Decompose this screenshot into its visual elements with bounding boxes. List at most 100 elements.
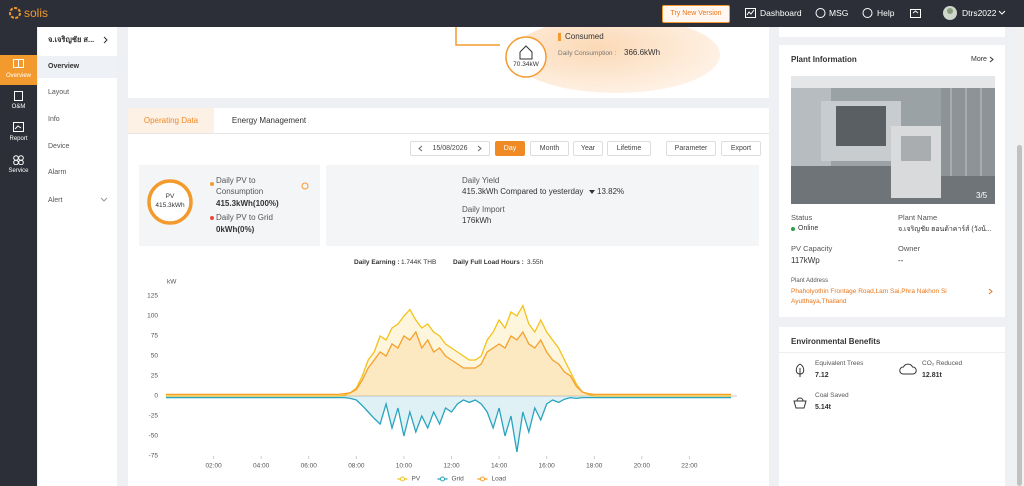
action-button[interactable]: Export <box>721 141 761 156</box>
daily-consumption: 366.6kWh <box>624 48 661 57</box>
area-fill <box>166 332 732 396</box>
to-consumption-label: Daily PV to Consumption <box>216 176 264 196</box>
x-tick-label: 20:00 <box>634 463 651 470</box>
plant-nav-active <box>38 56 117 78</box>
avatar[interactable] <box>942 5 958 21</box>
plant-nav-item[interactable]: Info <box>48 116 60 123</box>
period-button[interactable]: Lifetime <box>607 141 651 156</box>
y-tick-label: 75 <box>151 333 159 340</box>
chevron <box>100 197 108 202</box>
legend-marker <box>440 476 445 482</box>
chart: kW -75 -50 -25 0 25 50 75 100 125 02:00 04:00 06:00… <box>147 279 737 483</box>
msg-icon <box>815 8 826 18</box>
logo: solis <box>24 6 49 20</box>
user-chevron <box>998 10 1006 15</box>
period-button[interactable]: Month <box>530 141 569 156</box>
hours: 3.55h <box>527 259 544 266</box>
date-picker[interactable]: 15/08/2026 <box>410 141 490 156</box>
environment-card <box>779 327 1005 486</box>
earning-label: Daily Earning : <box>354 259 400 266</box>
try-new-version[interactable]: Try New Version <box>662 5 730 23</box>
period-button[interactable]: Day <box>495 141 525 156</box>
pv-ring-value: 415.3kWh <box>155 202 185 209</box>
hours-label: Daily Full Load Hours : <box>453 259 524 266</box>
plant-name: จ.เจริญชัย ฮอนด้าคาร์ส์ (วังน้... <box>898 226 992 233</box>
dashboard-icon <box>745 8 756 18</box>
sidebar-item[interactable]: Report <box>9 136 28 142</box>
legend-label: Grid <box>452 476 465 483</box>
capacity-label: PV Capacity <box>791 244 833 253</box>
flow-card: 70.34kW Consumed Daily Consumption : 366… <box>128 27 769 98</box>
y-tick-label: 0 <box>154 393 158 400</box>
address-label: Plant Address <box>791 278 829 284</box>
top-bar <box>0 0 1024 27</box>
down-arrow <box>589 190 595 194</box>
yield-change: 13.82% <box>597 187 625 196</box>
tab[interactable]: Energy Management <box>231 116 307 125</box>
plant-nav-item[interactable]: Overview <box>48 63 80 70</box>
pv-ring <box>147 179 193 225</box>
sidebar-item[interactable]: O&M <box>11 104 26 110</box>
scrollbar[interactable] <box>1015 27 1024 486</box>
legend-marker <box>400 476 405 482</box>
info-icon[interactable] <box>301 182 309 190</box>
plant-nav-item[interactable]: Device <box>48 143 70 150</box>
daily-consumption-label: Daily Consumption : <box>558 50 617 57</box>
flow-power: 70.34kW <box>513 61 539 68</box>
y-tick-label: -25 <box>149 413 159 420</box>
to-grid: 0kWh(0%) <box>216 225 255 234</box>
x-tick-label: 16:00 <box>539 463 556 470</box>
earning: 1.744K THB <box>401 259 437 266</box>
flow-label: Consumed <box>565 32 604 41</box>
upload-icon[interactable] <box>910 8 921 18</box>
nav-help[interactable]: Help <box>877 8 895 18</box>
date: 15/08/2026 <box>432 145 468 152</box>
legend-label: Load <box>492 476 507 483</box>
tree-icon <box>795 363 805 377</box>
plant-nav-title[interactable]: จ.เจริญชัย ส... <box>48 35 95 44</box>
x-tick-label: 12:00 <box>443 463 460 470</box>
overview-icon <box>13 59 24 68</box>
more-link[interactable]: More <box>971 56 987 63</box>
y-tick-label: 50 <box>151 353 159 360</box>
coal-icon <box>793 397 807 409</box>
capacity: 117kWp <box>791 256 820 265</box>
to-consumption: 415.3kWh(100%) <box>216 199 279 208</box>
chevron <box>103 36 108 44</box>
x-tick-label: 02:00 <box>205 463 222 470</box>
nav-dashboard[interactable]: Dashboard <box>760 8 802 18</box>
action-button[interactable]: Parameter <box>666 141 716 156</box>
x-tick-label: 10:00 <box>396 463 413 470</box>
prev-date[interactable] <box>418 145 423 152</box>
sidebar-item[interactable]: Overview <box>5 73 31 79</box>
address[interactable]: Phaholyothin Frontage Road,Lam Sai,Phra … <box>791 288 947 305</box>
scroll-thumb[interactable] <box>1017 145 1022 486</box>
plant-nav-item[interactable]: Alarm <box>48 169 67 176</box>
y-tick-label: 100 <box>147 313 158 320</box>
series-line <box>166 396 732 453</box>
env-value: 7.12 <box>815 372 829 379</box>
report-icon <box>13 122 24 132</box>
status-dot <box>791 227 795 231</box>
sidebar-item[interactable]: Service <box>8 168 29 174</box>
plant-nav-item[interactable]: Alert <box>48 197 63 204</box>
owner: -- <box>898 256 904 265</box>
om-icon <box>14 91 23 101</box>
x-tick-label: 18:00 <box>586 463 603 470</box>
user-name[interactable]: Dtrs2022 <box>962 8 997 18</box>
plant-photo[interactable] <box>791 76 995 204</box>
y-tick-label: -75 <box>149 453 159 460</box>
import: 176kWh <box>462 216 492 225</box>
next-date[interactable] <box>477 145 482 152</box>
environment-title: Environmental Benefits <box>791 337 881 346</box>
y-tick-label: -50 <box>149 433 159 440</box>
nav-msg[interactable]: MSG <box>829 8 849 18</box>
help-icon <box>862 8 873 18</box>
plant-nav-item[interactable]: Layout <box>48 89 70 96</box>
tab[interactable]: Operating Data <box>143 116 199 125</box>
chevron <box>989 56 994 63</box>
import-label: Daily Import <box>462 205 505 214</box>
env-value: 5.14t <box>815 404 831 411</box>
pv-ring-label: PV <box>165 193 175 200</box>
period-button[interactable]: Year <box>573 141 603 156</box>
